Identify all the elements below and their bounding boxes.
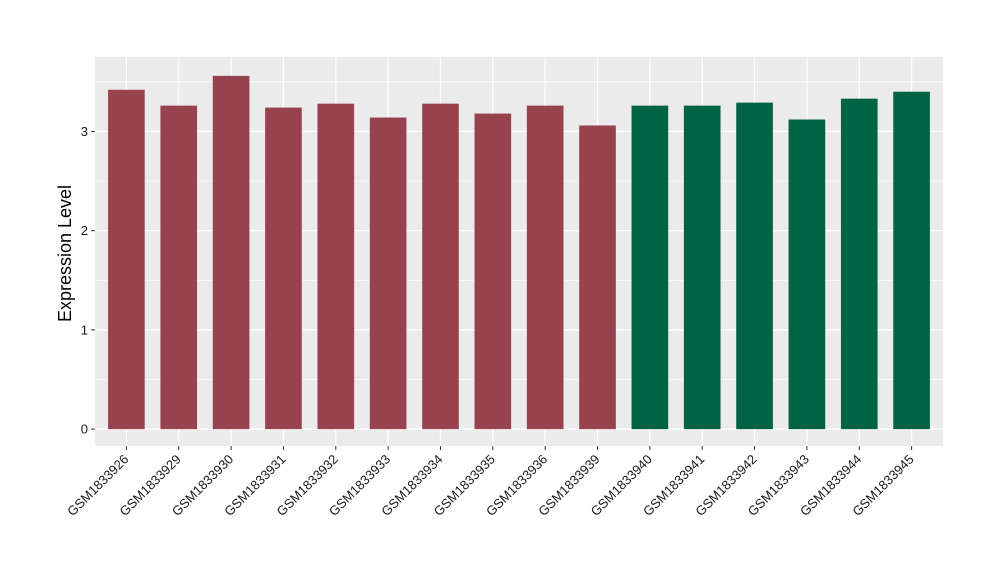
bar-GSM1833941 (683, 105, 721, 430)
bar-GSM1833944 (840, 98, 878, 430)
bar-GSM1833933 (369, 117, 407, 430)
bar-GSM1833929 (160, 105, 198, 430)
bar-GSM1833945 (893, 91, 930, 430)
y-tick-label: 1 (81, 322, 88, 337)
bar-GSM1833940 (631, 105, 669, 430)
x-axis: GSM1833926GSM1833929GSM1833930GSM1833931… (64, 446, 917, 519)
y-axis: 0 1 2 3 (81, 124, 95, 437)
y-tick-label: 3 (81, 124, 88, 139)
bars (108, 75, 930, 430)
bar-GSM1833931 (265, 107, 302, 430)
bar-GSM1833932 (317, 103, 355, 430)
bar-GSM1833942 (736, 102, 773, 430)
y-axis-title: Expression Level (55, 185, 75, 322)
y-tick-label: 0 (81, 422, 88, 437)
bar-GSM1833934 (422, 103, 459, 430)
y-tick-label: 2 (81, 223, 88, 238)
bar-GSM1833939 (579, 125, 616, 430)
bar-GSM1833936 (526, 105, 564, 430)
bar-GSM1833926 (108, 89, 145, 430)
bar-GSM1833943 (788, 119, 826, 430)
bar-GSM1833935 (474, 113, 512, 430)
bar-GSM1833930 (212, 75, 250, 430)
